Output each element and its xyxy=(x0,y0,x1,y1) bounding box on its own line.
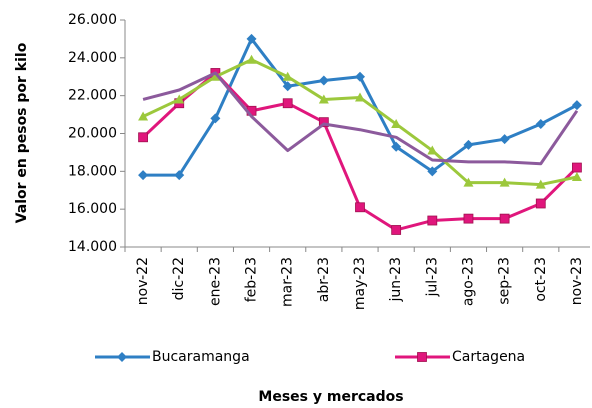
point xyxy=(282,98,293,109)
y-tick-label: 16.000 xyxy=(68,201,117,217)
point xyxy=(246,54,257,64)
point xyxy=(117,352,127,362)
point xyxy=(210,113,221,124)
point xyxy=(427,215,438,226)
point xyxy=(318,117,329,128)
x-tick-label: may-23 xyxy=(352,257,368,310)
y-tick-label: 18.000 xyxy=(68,163,117,179)
point xyxy=(174,94,185,104)
x-tick-label: ene-23 xyxy=(207,257,223,306)
point xyxy=(318,75,329,86)
point xyxy=(318,94,329,104)
point xyxy=(417,352,427,362)
point xyxy=(535,119,546,130)
series-line xyxy=(142,71,579,166)
x-tick-label: sep-23 xyxy=(497,257,513,305)
y-tick-label: 26.000 xyxy=(68,12,117,28)
x-tick-label: dic-22 xyxy=(171,257,187,300)
point xyxy=(572,162,582,173)
x-tick-label: oct-23 xyxy=(533,257,549,302)
point xyxy=(246,33,257,44)
x-tick-label: ago-23 xyxy=(460,257,476,306)
point xyxy=(571,172,582,182)
point xyxy=(282,71,293,81)
point xyxy=(427,145,438,155)
point xyxy=(535,179,546,189)
x-tick-label: jul-23 xyxy=(424,257,440,298)
y-tick-label: 20.000 xyxy=(68,126,117,142)
point xyxy=(391,141,402,152)
point xyxy=(174,170,185,181)
y-tick-label: 24.000 xyxy=(68,50,117,66)
point xyxy=(463,177,474,187)
point xyxy=(391,225,402,235)
point xyxy=(427,166,438,177)
point xyxy=(499,177,510,187)
point xyxy=(282,81,293,92)
point xyxy=(571,100,582,111)
point xyxy=(138,111,149,121)
y-axis-title: Valor en pesos por kilo xyxy=(14,42,30,223)
point xyxy=(138,170,149,181)
point xyxy=(499,213,510,224)
point xyxy=(355,71,365,82)
point xyxy=(138,132,148,143)
x-tick-label: jun-23 xyxy=(388,257,404,303)
x-tick-label: feb-23 xyxy=(244,257,260,302)
x-tick-label: abr-23 xyxy=(316,257,332,302)
point xyxy=(463,213,474,224)
point xyxy=(391,119,402,129)
point xyxy=(535,198,546,209)
y-tick-label: 22.000 xyxy=(68,88,117,104)
x-tick-label: mar-23 xyxy=(280,257,296,307)
x-axis-title: Meses y mercados xyxy=(258,389,403,405)
point xyxy=(463,139,474,150)
point xyxy=(499,134,510,145)
legend-label: Cartagena xyxy=(452,349,525,365)
legend-label: Bucaramanga xyxy=(152,349,250,365)
point xyxy=(355,92,365,102)
y-tick-label: 14.000 xyxy=(68,239,117,255)
x-tick-label: nov-22 xyxy=(135,257,151,305)
point xyxy=(210,71,221,81)
series-line xyxy=(143,37,578,177)
x-tick-label: nov-23 xyxy=(569,257,585,305)
point xyxy=(355,202,365,213)
